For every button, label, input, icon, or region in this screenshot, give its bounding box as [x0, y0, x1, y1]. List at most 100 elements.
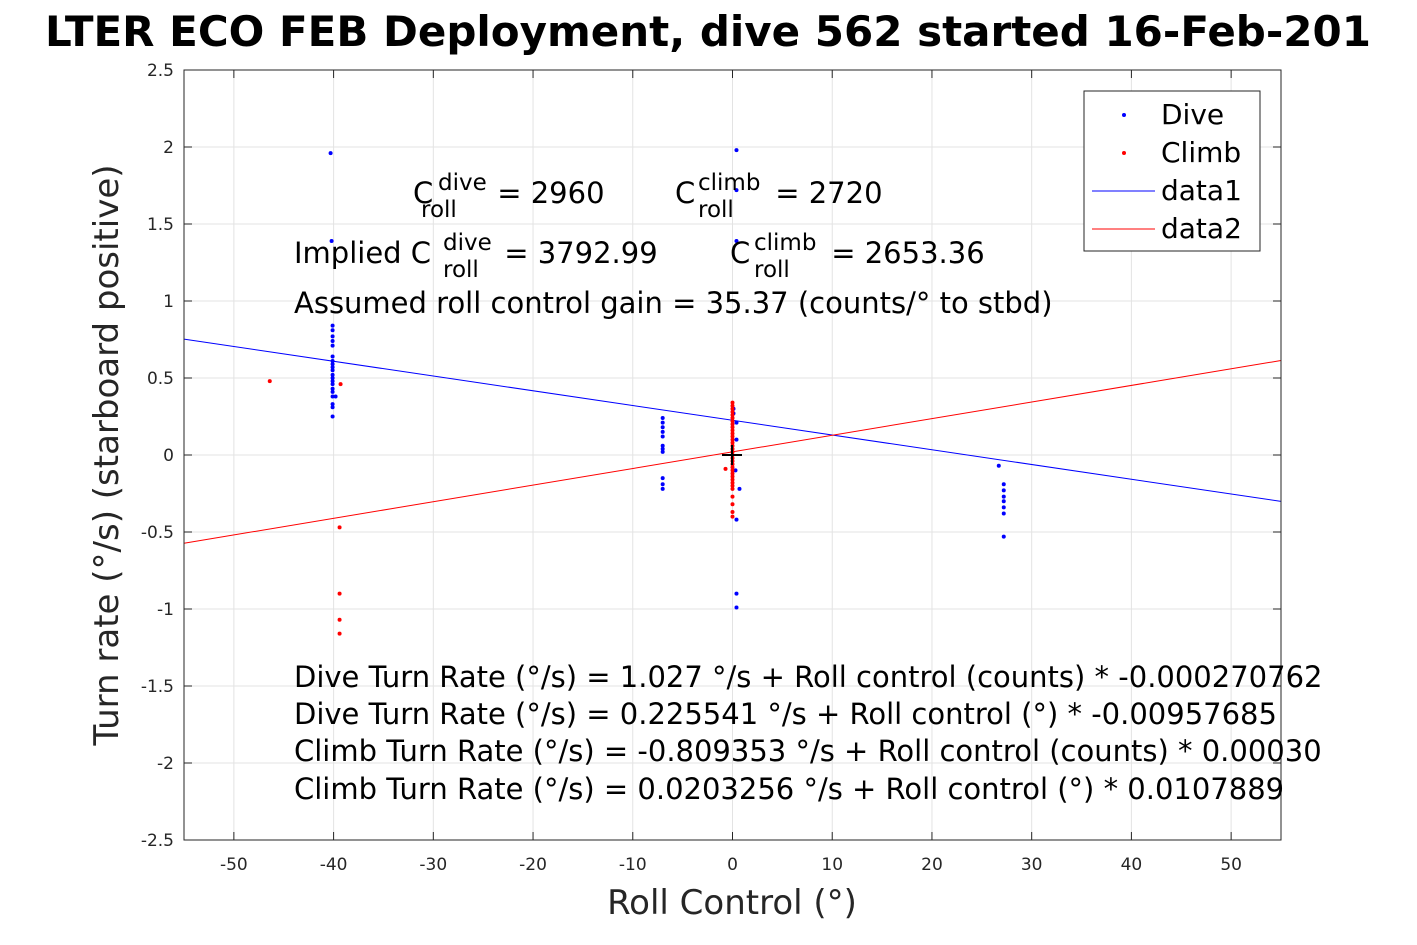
point-dive [734, 148, 739, 153]
point-dive [734, 591, 739, 596]
point-climb [730, 406, 735, 411]
plot-frame [183, 69, 1282, 841]
point-climb [338, 382, 343, 387]
y-tick-label: 1 [163, 292, 174, 312]
point-dive [330, 386, 335, 391]
y-tick-label: 1.5 [147, 215, 174, 235]
point-dive [330, 376, 335, 380]
point-dive [660, 425, 665, 430]
point-dive [660, 476, 665, 481]
legend-label-data1: data1 [1161, 174, 1242, 207]
point-climb [730, 483, 735, 488]
point-dive [660, 482, 665, 487]
point-dive [1001, 505, 1006, 510]
legend-label-climb: Climb [1161, 136, 1241, 169]
point-dive [660, 434, 665, 439]
legend-marker-dive [1122, 113, 1126, 117]
point-climb [730, 425, 735, 430]
point-dive [1001, 534, 1006, 539]
point-climb [730, 486, 735, 491]
point-dive [329, 238, 334, 243]
x-tick-label: 20 [921, 855, 943, 875]
point-dive [330, 402, 335, 407]
y-tick-label: -2 [157, 754, 174, 774]
x-axis-label: Roll Control (°) [607, 883, 857, 923]
x-tick-label: 0 [727, 855, 738, 875]
point-climb [723, 466, 728, 471]
x-tick-label: -20 [519, 855, 547, 875]
point-climb [730, 409, 735, 414]
origin-marker [722, 445, 742, 465]
point-dive [1001, 494, 1006, 499]
point-climb [730, 412, 735, 417]
point-dive [330, 323, 335, 328]
point-climb [730, 428, 735, 433]
point-climb [730, 434, 735, 439]
y-tick-label: -1 [157, 600, 174, 620]
point-dive [734, 238, 739, 243]
x-tick-label: -40 [320, 855, 348, 875]
point-climb [730, 480, 735, 485]
point-dive [1001, 511, 1006, 516]
point-climb [730, 502, 735, 507]
legend-box [1083, 90, 1261, 252]
point-dive [734, 437, 739, 442]
equation-dive-counts: Dive Turn Rate (°/s) = 1.027 °/s + Roll … [294, 660, 1322, 694]
x-tick-label: -10 [619, 855, 647, 875]
point-dive [734, 605, 739, 610]
point-dive [330, 414, 335, 419]
data-points [267, 148, 1006, 636]
point-climb [337, 617, 342, 622]
point-dive [1001, 482, 1006, 487]
point-dive [660, 449, 665, 454]
legend: Dive Climb data1 data2 [1083, 90, 1261, 252]
point-dive [330, 372, 335, 377]
point-climb [730, 465, 735, 470]
point-dive [330, 368, 335, 373]
point-climb [730, 419, 735, 424]
point-climb [730, 468, 735, 473]
y-tick-label: 0.5 [147, 369, 174, 389]
x-tick-label: 10 [821, 855, 843, 875]
y-tick-label: -1.5 [141, 677, 174, 697]
equation-dive-degrees: Dive Turn Rate (°/s) = 0.225541 °/s + Ro… [294, 697, 1277, 731]
point-dive [660, 446, 665, 451]
point-dive [330, 382, 335, 387]
point-climb [730, 477, 735, 482]
point-climb [337, 525, 342, 530]
point-dive [333, 394, 338, 399]
point-climb [730, 416, 735, 421]
point-dive [330, 405, 335, 410]
x-tick-label: 50 [1220, 855, 1242, 875]
legend-label-data2: data2 [1161, 212, 1242, 245]
point-dive [330, 362, 335, 367]
x-tick-label: 30 [1021, 855, 1043, 875]
y-tick-label: -0.5 [141, 523, 174, 543]
point-climb [730, 509, 735, 514]
x-tick-label: -30 [419, 855, 447, 875]
point-dive [330, 359, 335, 364]
point-dive [330, 354, 335, 359]
roll-gain-note: Assumed roll control gain = 35.37 (count… [294, 286, 1053, 320]
equation-climb-degrees: Climb Turn Rate (°/s) = 0.0203256 °/s + … [294, 772, 1284, 806]
y-tick-label: 2 [163, 138, 174, 158]
point-dive [734, 188, 739, 193]
chart-title: LTER ECO FEB Deployment, dive 562 starte… [45, 7, 1371, 56]
point-dive [660, 420, 665, 425]
point-dive [330, 339, 335, 344]
y-axis-label: Turn rate (°/s) (starboard positive) [87, 164, 127, 746]
point-dive [733, 468, 738, 473]
point-climb [337, 631, 342, 636]
point-dive [330, 379, 335, 384]
point-dive [328, 151, 333, 156]
point-dive [330, 343, 335, 348]
point-climb [730, 403, 735, 408]
equation-climb-counts: Climb Turn Rate (°/s) = -0.809353 °/s + … [294, 734, 1322, 768]
point-climb [730, 471, 735, 476]
